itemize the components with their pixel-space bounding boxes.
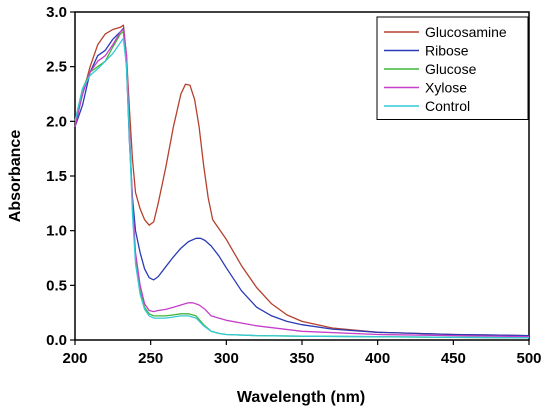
series-layer xyxy=(74,24,530,339)
legend-label-glucosamine: Glucosamine xyxy=(425,24,507,40)
y-tick-label: 2.0 xyxy=(46,113,67,130)
y-tick-label: 0.5 xyxy=(46,277,67,294)
y-tick-label: 1.0 xyxy=(46,223,67,240)
y-axis: 0.0 0.5 1.0 1.5 2.0 2.5 3.0 xyxy=(46,4,75,349)
x-tick-label: 250 xyxy=(138,350,163,367)
series-line-xylose xyxy=(74,28,530,338)
x-tick-label: 450 xyxy=(441,350,466,367)
x-axis-title: Wavelength (nm) xyxy=(237,389,365,406)
y-tick-label: 3.0 xyxy=(46,4,67,21)
y-tick-label: 2.5 xyxy=(46,59,67,76)
y-axis-title: Absorbance xyxy=(7,130,24,223)
legend-label-glucose: Glucose xyxy=(425,61,477,77)
series-line-control xyxy=(74,37,530,339)
x-tick-label: 300 xyxy=(214,350,239,367)
x-tick-label: 350 xyxy=(289,350,314,367)
y-tick-label: 0.0 xyxy=(46,332,67,349)
legend-label-control: Control xyxy=(425,98,470,114)
x-tick-label: 200 xyxy=(62,350,87,367)
legend-label-xylose: Xylose xyxy=(425,80,467,96)
legend-label-ribose: Ribose xyxy=(425,43,469,59)
legend: Glucosamine Ribose Glucose Xylose Control xyxy=(376,16,529,120)
y-tick-label: 1.5 xyxy=(46,168,67,185)
x-axis: 200 250 300 350 400 450 500 xyxy=(62,340,542,367)
series-line-glucosamine xyxy=(74,24,530,337)
x-tick-label: 500 xyxy=(516,350,541,367)
x-tick-label: 400 xyxy=(365,350,390,367)
